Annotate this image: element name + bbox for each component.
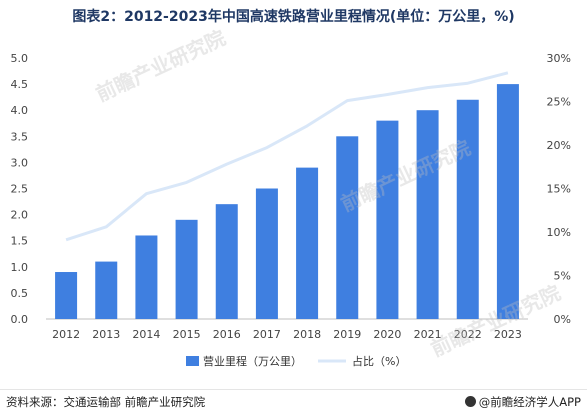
- y-tick-label-left: 1.0: [11, 261, 29, 274]
- bar-series: [55, 84, 519, 319]
- footer: 资料来源：交通运输部 前瞻产业研究院 @前瞻经济学人APP: [0, 389, 587, 410]
- bar: [135, 235, 158, 319]
- left-axis: 0.0 0.5 1.0 1.5 2.0 2.5 3.0 3.5 4.0 4.5 5.0: [11, 52, 29, 326]
- legend-label-line: 占比（%）: [352, 354, 406, 368]
- bar: [376, 120, 399, 319]
- y-tick-label-left: 5.0: [11, 52, 29, 65]
- y-tick-label-left: 0.5: [11, 287, 29, 300]
- app-logo-icon: [464, 396, 476, 407]
- x-tick-label: 2017: [253, 328, 281, 341]
- y-tick-label-right: 30%: [547, 52, 571, 65]
- y-tick-label-left: 1.5: [11, 235, 29, 248]
- x-tick-label: 2021: [414, 328, 442, 341]
- y-tick-label-right: 25%: [547, 96, 571, 109]
- bar: [296, 167, 319, 319]
- x-tick-label: 2013: [92, 328, 120, 341]
- x-tick-label: 2022: [454, 328, 482, 341]
- y-tick-label-right: 20%: [547, 139, 571, 152]
- y-tick-label-left: 2.5: [11, 183, 29, 196]
- chart-title: 图表2：2012-2023年中国高速铁路营业里程情况(单位：万公里，%): [72, 9, 515, 25]
- bar: [175, 219, 198, 319]
- y-tick-label-right: 5%: [554, 270, 571, 283]
- right-axis: 0% 5% 10% 15% 20% 25% 30%: [547, 52, 571, 326]
- x-tick-label: 2020: [373, 328, 401, 341]
- bar: [55, 272, 78, 319]
- bar: [215, 204, 238, 319]
- bar: [456, 99, 479, 319]
- app-credit-text: @前瞻经济学人APP: [478, 395, 581, 409]
- legend-swatch-bar: [186, 356, 199, 366]
- y-tick-label-left: 3.0: [11, 156, 29, 169]
- bar: [95, 261, 118, 319]
- line-series: [65, 71, 509, 242]
- y-tick-label-left: 2.0: [11, 209, 29, 222]
- legend: 营业里程（万公里） 占比（%）: [186, 354, 406, 368]
- x-tick-label: 2018: [293, 328, 321, 341]
- legend-label-bar: 营业里程（万公里）: [203, 354, 302, 368]
- x-tick-label: 2012: [52, 328, 80, 341]
- x-tick-label: 2015: [173, 328, 201, 341]
- y-tick-label-left: 4.0: [11, 104, 29, 117]
- y-tick-label-left: 4.5: [11, 78, 29, 91]
- x-tick-label: 2016: [213, 328, 241, 341]
- y-tick-label-right: 10%: [547, 226, 571, 239]
- y-tick-label-right: 0%: [554, 313, 571, 326]
- x-axis: 2012 2013 2014 2015 2016 2017 2018 2019 2020 2021…: [52, 328, 522, 341]
- x-tick-label: 2023: [494, 328, 522, 341]
- bar: [496, 84, 519, 319]
- x-tick-label: 2014: [132, 328, 160, 341]
- source-note: 资料来源：交通运输部 前瞻产业研究院: [6, 395, 206, 409]
- bar: [255, 188, 278, 319]
- bar: [336, 136, 359, 319]
- y-tick-label-right: 15%: [547, 183, 571, 196]
- x-tick-label: 2019: [333, 328, 361, 341]
- app-credit: @前瞻经济学人APP: [464, 394, 581, 410]
- y-tick-label-left: 0.0: [11, 313, 29, 326]
- bar: [416, 110, 439, 319]
- y-tick-label-left: 3.5: [11, 130, 29, 143]
